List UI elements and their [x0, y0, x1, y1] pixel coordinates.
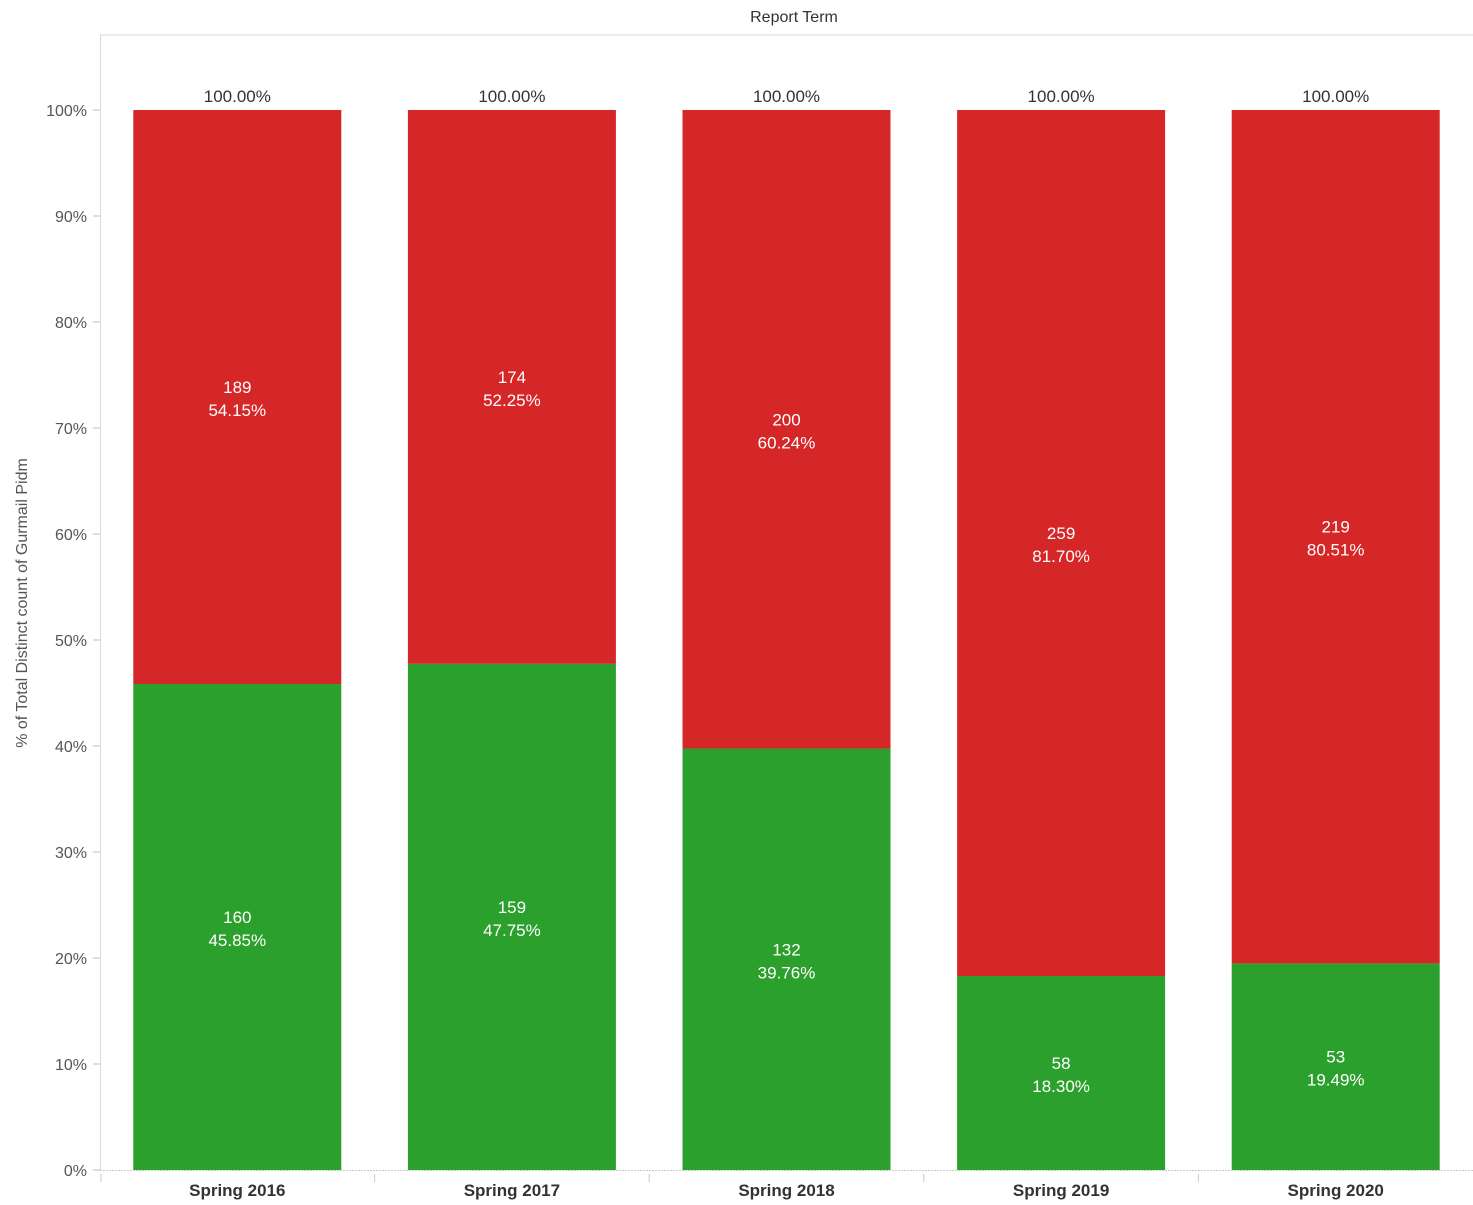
x-tick-label: Spring 2017 [464, 1181, 560, 1200]
segment-percent-label: 54.15% [208, 401, 266, 420]
y-tick-label: 50% [55, 633, 87, 650]
segment-count-label: 259 [1047, 524, 1075, 543]
segment-percent-label: 18.30% [1032, 1077, 1090, 1096]
segment-percent-label: 19.49% [1307, 1071, 1365, 1090]
bar-total-label: 100.00% [204, 87, 271, 106]
y-tick-label: 40% [55, 739, 87, 756]
bar-total-label: 100.00% [478, 87, 545, 106]
y-tick-label: 70% [55, 421, 87, 438]
bar-segment-green [407, 663, 616, 1170]
segment-percent-label: 39.76% [758, 963, 816, 982]
bar-segment-green [957, 976, 1166, 1170]
axes: 0% 10% 20% 30% 40% 50% 60% 70% 80% 90% 100% Spring … [46, 34, 1473, 1200]
bar-total-label: 100.00% [1028, 87, 1095, 106]
bar-segment-red [1231, 110, 1440, 964]
segment-count-label: 219 [1322, 518, 1350, 537]
y-axis-label: % of Total Distinct count of Gurmail Pid… [14, 458, 31, 748]
data-labels: 160 45.85% 189 54.15% 100.00% 159 47.75% 174 52.… [204, 87, 1370, 1096]
segment-count-label: 200 [772, 410, 800, 429]
y-tick-label: 90% [55, 209, 87, 226]
bar-segment-green [133, 683, 342, 1170]
x-tick-label: Spring 2018 [738, 1181, 834, 1200]
bar-segment-green [1231, 963, 1440, 1170]
segment-count-label: 58 [1052, 1054, 1071, 1073]
segment-percent-label: 52.25% [483, 391, 541, 410]
x-tick-label: Spring 2020 [1288, 1181, 1384, 1200]
segment-count-label: 159 [498, 898, 526, 917]
segment-percent-label: 60.24% [758, 433, 816, 452]
segment-count-label: 53 [1326, 1048, 1345, 1067]
segment-count-label: 174 [498, 368, 526, 387]
y-tick-label: 30% [55, 845, 87, 862]
bar-total-label: 100.00% [753, 87, 820, 106]
y-tick-label: 20% [55, 951, 87, 968]
segment-percent-label: 45.85% [208, 931, 266, 950]
bar-segment-green [682, 748, 891, 1170]
segment-percent-label: 47.75% [483, 921, 541, 940]
bar-segment-red [957, 110, 1166, 977]
y-tick-label: 100% [46, 103, 87, 120]
segment-count-label: 160 [223, 908, 251, 927]
segment-percent-label: 80.51% [1307, 541, 1365, 560]
segment-count-label: 132 [772, 940, 800, 959]
segment-count-label: 189 [223, 378, 251, 397]
x-tick-label: Spring 2016 [189, 1181, 285, 1200]
y-tick-label: 0% [64, 1163, 87, 1180]
x-tick-label: Spring 2019 [1013, 1181, 1109, 1200]
bar-segment-red [682, 110, 891, 749]
bars [133, 110, 1440, 1170]
y-tick-label: 80% [55, 315, 87, 332]
bar-total-label: 100.00% [1302, 87, 1369, 106]
segment-percent-label: 81.70% [1032, 547, 1090, 566]
y-tick-label: 60% [55, 527, 87, 544]
bar-segment-red [133, 110, 342, 684]
bar-segment-red [407, 110, 616, 664]
y-tick-label: 10% [55, 1057, 87, 1074]
chart-title: Report Term [750, 9, 838, 26]
